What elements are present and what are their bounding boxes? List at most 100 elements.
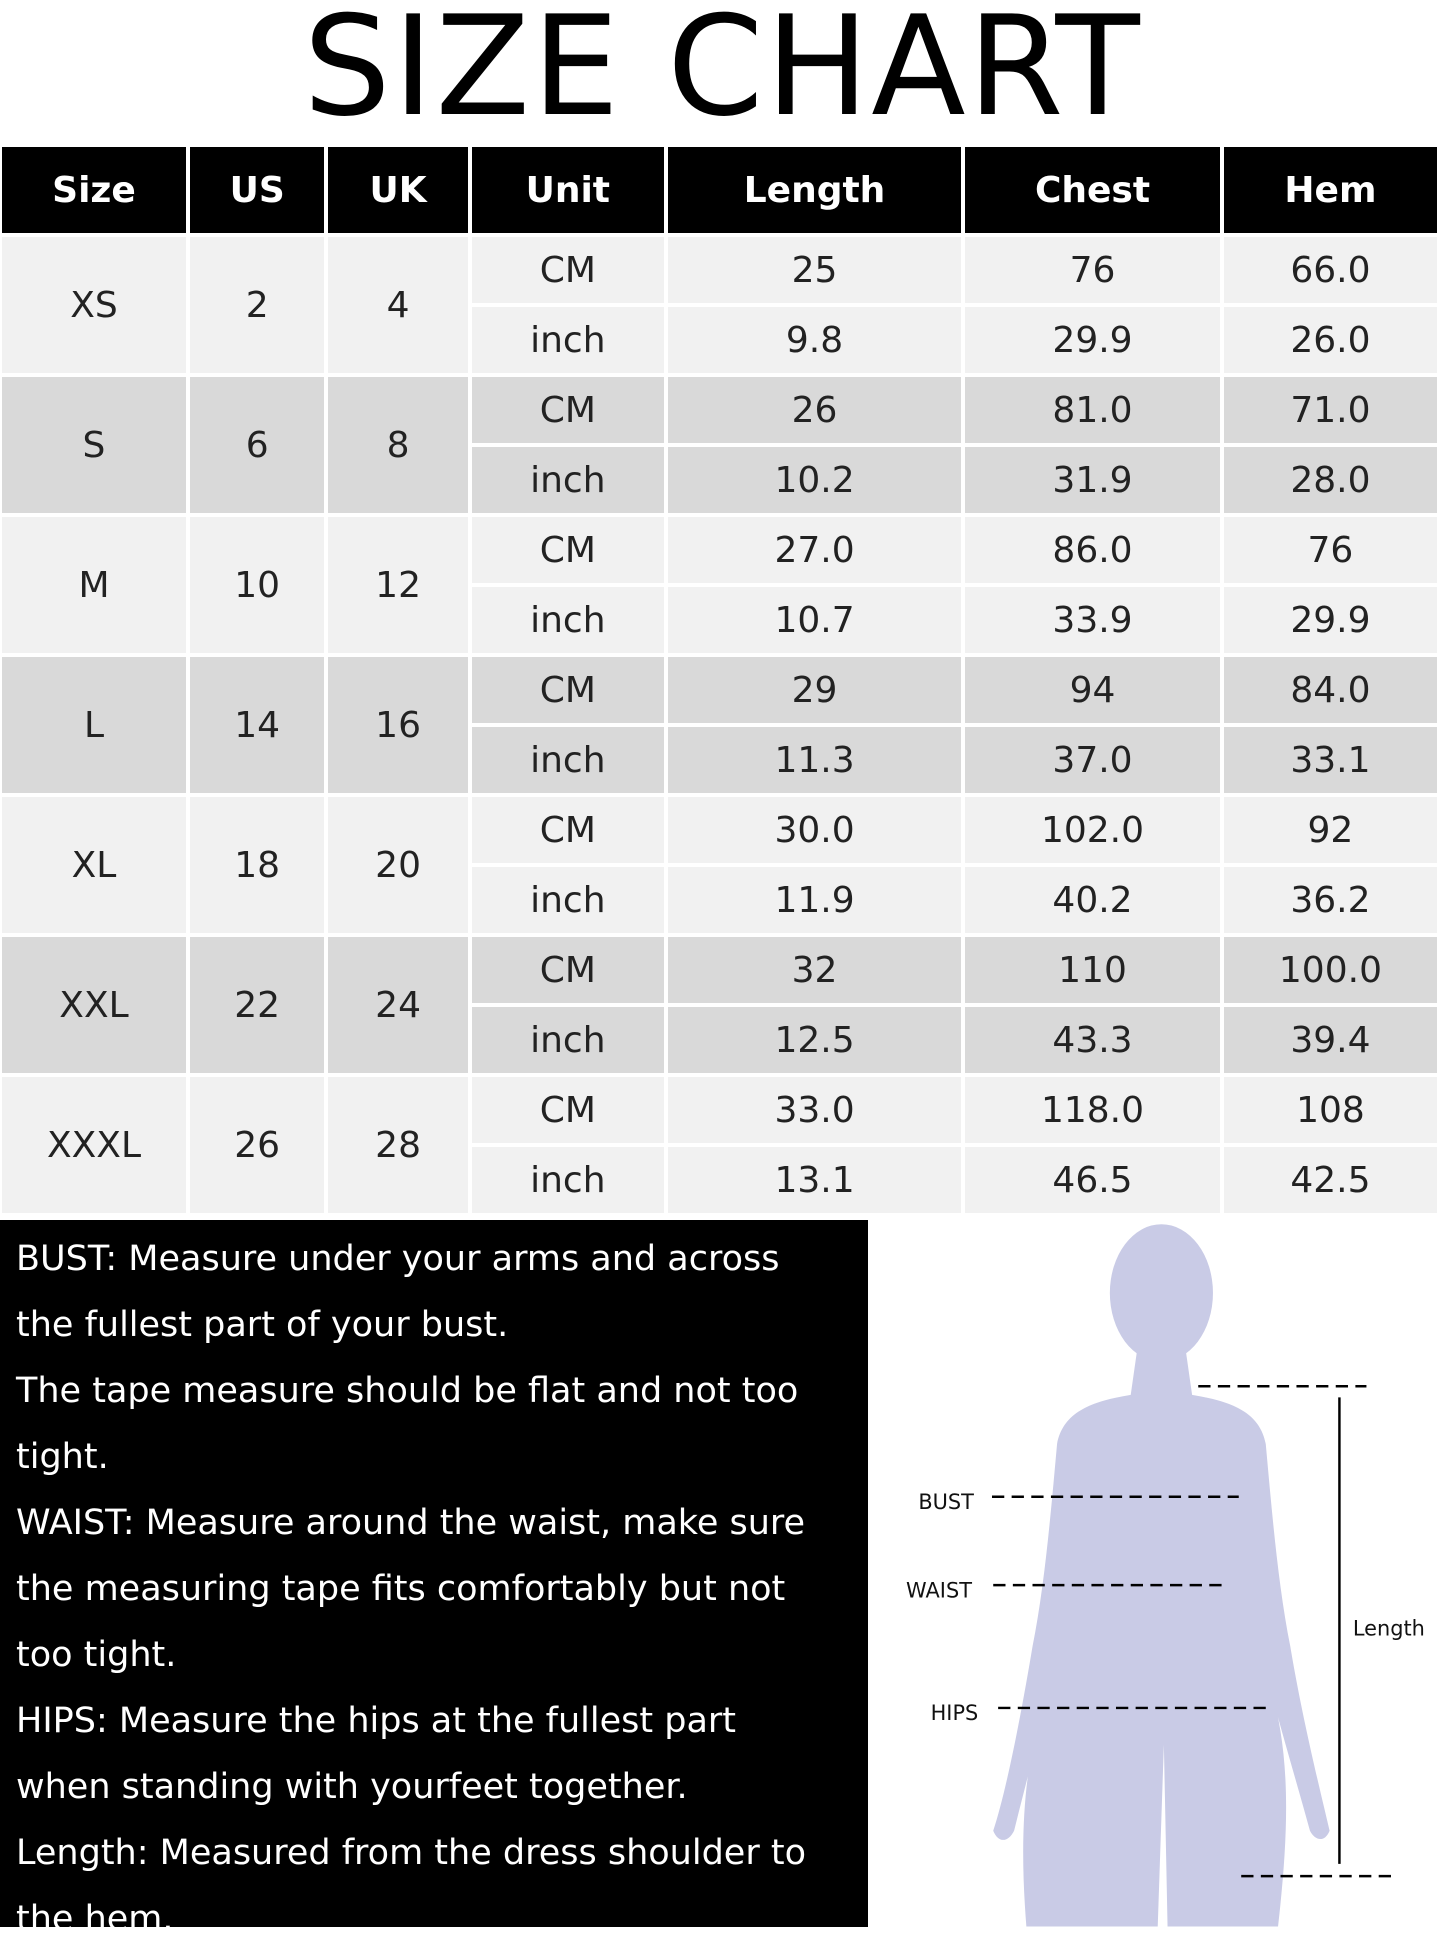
- us-cell: 6: [189, 377, 325, 513]
- hem-cell: 71.0: [1223, 377, 1437, 443]
- chest-cell: 94: [965, 657, 1220, 723]
- table-row: M 10 12 CM 27.0 86.0 76: [2, 517, 1437, 653]
- length-cell: 12.5: [667, 1007, 962, 1073]
- chest-cell: 40.2: [965, 867, 1220, 933]
- length-cell: 29: [667, 657, 962, 723]
- size-cell: XL: [2, 797, 186, 933]
- hem-cell: 84.0: [1223, 657, 1437, 723]
- uk-cell: 24: [328, 937, 468, 1073]
- table-row: XXL 22 24 CM 32 110 100.0: [2, 937, 1437, 1073]
- unit-cell: inch: [471, 447, 664, 513]
- unit-cell: inch: [471, 727, 664, 793]
- note-line: Length: Measured from the dress shoulder…: [16, 1833, 806, 1873]
- length-cell: 9.8: [667, 307, 962, 373]
- table-row: XXXL 26 28 CM 33.0 118.0 108: [2, 1077, 1437, 1213]
- body-measurement-figure: BUST WAIST HIPS Length: [906, 1224, 1425, 1927]
- hem-cell: 42.5: [1223, 1147, 1437, 1213]
- size-cell: M: [2, 517, 186, 653]
- silhouette: [993, 1224, 1330, 1927]
- table-row: inch 11.3 37.0 33.1: [2, 727, 1437, 793]
- note-line: the measuring tape fits comfortably but …: [16, 1569, 786, 1609]
- chest-cell: 118.0: [965, 1077, 1220, 1143]
- hem-cell: 28.0: [1223, 447, 1437, 513]
- table-row: XL 18 20 CM 30.0 102.0 92: [2, 797, 1437, 933]
- size-cell: XXXL: [2, 1077, 186, 1213]
- uk-cell: 8: [328, 377, 468, 513]
- header-unit: Unit: [471, 147, 664, 233]
- length-cell: 26: [667, 377, 962, 443]
- size-table: Size US UK Unit Length Chest Hem XS 2 4 CM 25 76 66.…: [0, 143, 1441, 1217]
- unit-cell: CM: [471, 657, 664, 723]
- chest-cell: 81.0: [965, 377, 1220, 443]
- waist-label: WAIST: [906, 1578, 972, 1602]
- hem-cell: 39.4: [1223, 1007, 1437, 1073]
- unit-cell: inch: [471, 1147, 664, 1213]
- unit-cell: CM: [471, 377, 664, 443]
- note-line: HIPS: Measure the hips at the fullest pa…: [16, 1701, 737, 1741]
- note-line: BUST: Measure under your arms and across: [16, 1239, 780, 1279]
- header-chest: Chest: [965, 147, 1220, 233]
- note-line: too tight.: [16, 1635, 177, 1675]
- length-cell: 32: [667, 937, 962, 1003]
- length-cell: 33.0: [667, 1077, 962, 1143]
- header-size: Size: [2, 147, 186, 233]
- table-row: inch 13.1 46.5 42.5: [2, 1147, 1437, 1213]
- header-hem: Hem: [1223, 147, 1437, 233]
- unit-cell: CM: [471, 1077, 664, 1143]
- hem-cell: 36.2: [1223, 867, 1437, 933]
- uk-cell: 20: [328, 797, 468, 933]
- hips-label: HIPS: [931, 1701, 979, 1725]
- length-cell: 11.3: [667, 727, 962, 793]
- note-line: when standing with yourfeet together.: [16, 1767, 688, 1807]
- length-cell: 25: [667, 237, 962, 303]
- length-cell: 27.0: [667, 517, 962, 583]
- header-uk: UK: [328, 147, 468, 233]
- length-cell: 10.2: [667, 447, 962, 513]
- note-line: WAIST: Measure around the waist, make su…: [16, 1503, 806, 1543]
- us-cell: 26: [189, 1077, 325, 1213]
- size-cell: XXL: [2, 937, 186, 1073]
- table-row: inch 12.5 43.3 39.4: [2, 1007, 1437, 1073]
- chest-cell: 76: [965, 237, 1220, 303]
- chest-cell: 43.3: [965, 1007, 1220, 1073]
- chest-cell: 29.9: [965, 307, 1220, 373]
- hem-cell: 66.0: [1223, 237, 1437, 303]
- us-cell: 10: [189, 517, 325, 653]
- chest-cell: 31.9: [965, 447, 1220, 513]
- unit-cell: inch: [471, 867, 664, 933]
- length-cell: 13.1: [667, 1147, 962, 1213]
- us-cell: 14: [189, 657, 325, 793]
- unit-cell: CM: [471, 237, 664, 303]
- header-us: US: [189, 147, 325, 233]
- size-cell: L: [2, 657, 186, 793]
- unit-cell: CM: [471, 937, 664, 1003]
- page-title: SIZE CHART: [303, 0, 1142, 147]
- unit-cell: CM: [471, 517, 664, 583]
- hem-cell: 29.9: [1223, 587, 1437, 653]
- length-cell: 30.0: [667, 797, 962, 863]
- note-line: The tape measure should be flat and not …: [16, 1371, 799, 1411]
- hem-cell: 26.0: [1223, 307, 1437, 373]
- uk-cell: 28: [328, 1077, 468, 1213]
- table-row: S 6 8 CM 26 81.0 71.0: [2, 377, 1437, 513]
- table-row: L 14 16 CM 29 94 84.0: [2, 657, 1437, 793]
- chest-cell: 37.0: [965, 727, 1220, 793]
- uk-cell: 12: [328, 517, 468, 653]
- table-header: Size US UK Unit Length Chest Hem: [2, 147, 1437, 233]
- hem-cell: 108: [1223, 1077, 1437, 1143]
- table-row: inch 10.7 33.9 29.9: [2, 587, 1437, 653]
- hem-cell: 76: [1223, 517, 1437, 583]
- uk-cell: 4: [328, 237, 468, 373]
- chest-cell: 110: [965, 937, 1220, 1003]
- table-row: inch 11.9 40.2 36.2: [2, 867, 1437, 933]
- unit-cell: CM: [471, 797, 664, 863]
- size-cell: XS: [2, 237, 186, 373]
- unit-cell: inch: [471, 1007, 664, 1073]
- chest-cell: 86.0: [965, 517, 1220, 583]
- measurement-notes: BUST: Measure under your arms and across…: [0, 1220, 868, 1939]
- us-cell: 18: [189, 797, 325, 933]
- length-cell: 10.7: [667, 587, 962, 653]
- chest-cell: 46.5: [965, 1147, 1220, 1213]
- table-row: inch 10.2 31.9 28.0: [2, 447, 1437, 513]
- us-cell: 2: [189, 237, 325, 373]
